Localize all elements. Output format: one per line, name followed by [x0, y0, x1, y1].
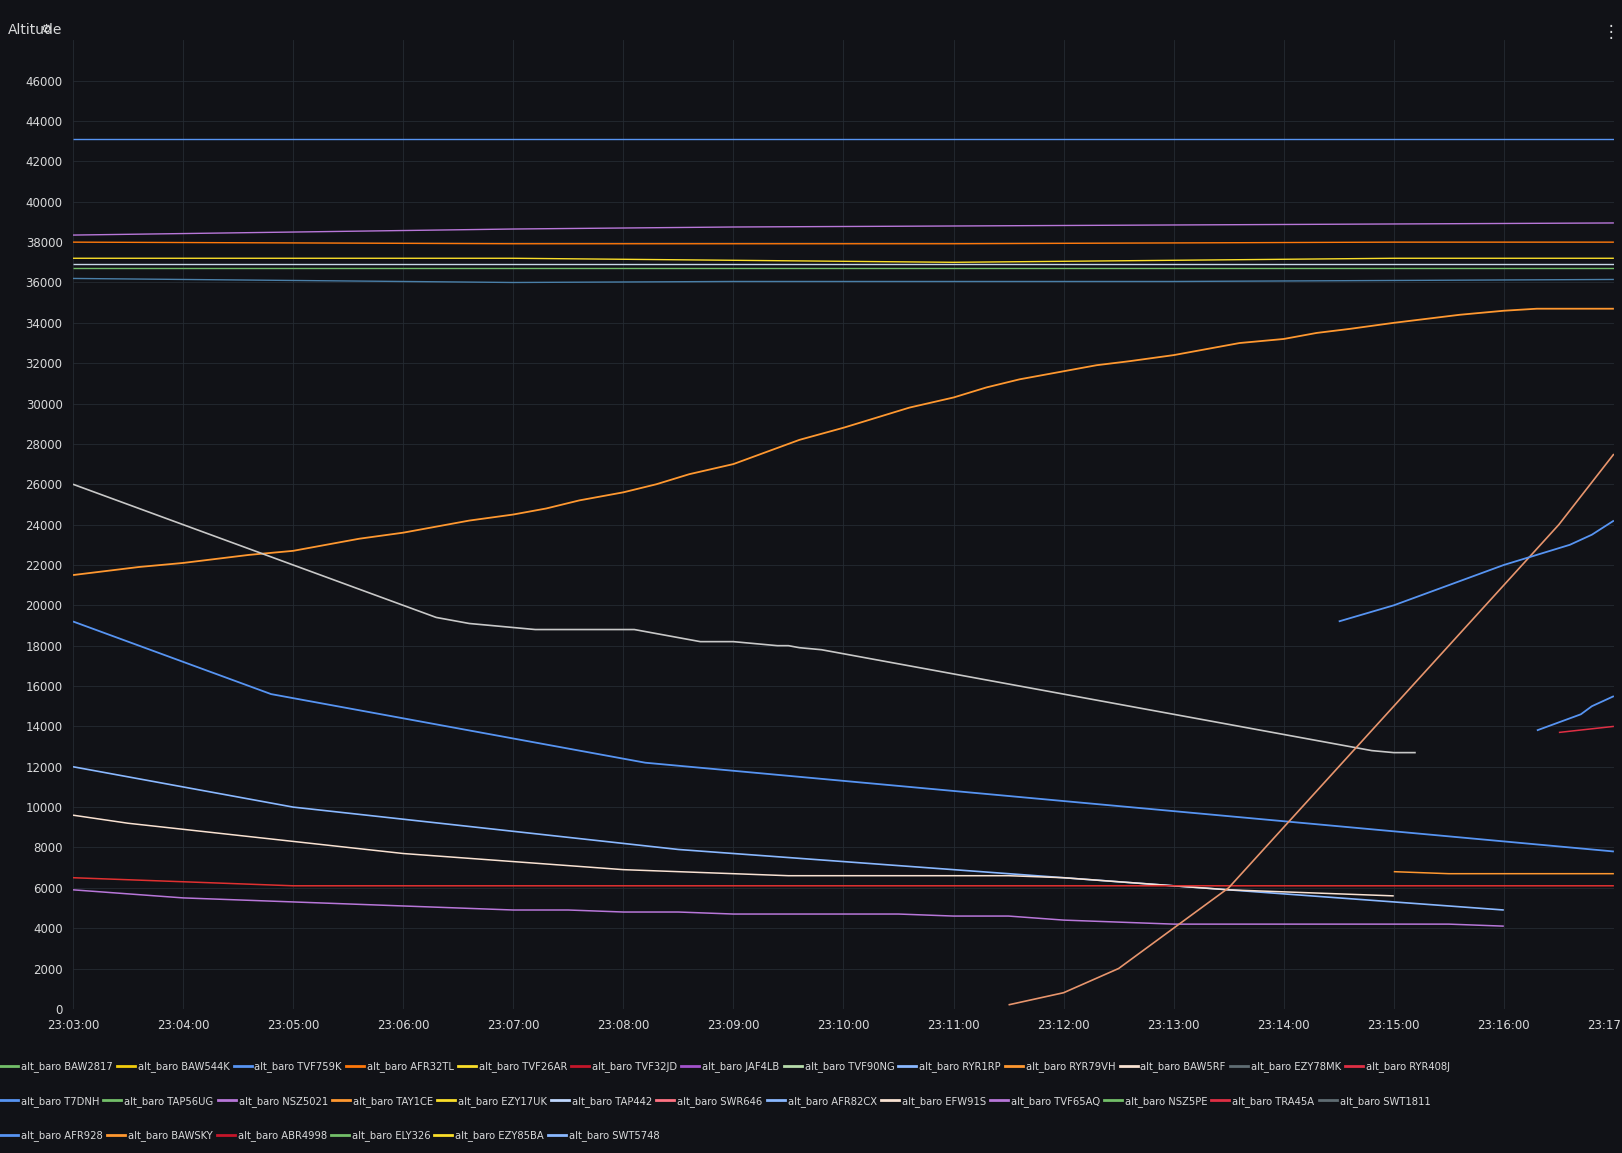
Legend: alt_baro T7DNH, alt_baro TAP56UG, alt_baro NSZ5021, alt_baro TAY1CE, alt_baro EZ: alt_baro T7DNH, alt_baro TAP56UG, alt_ba…: [0, 1097, 1431, 1107]
Legend: alt_baro AFR928, alt_baro BAWSKY, alt_baro ABR4998, alt_baro ELY326, alt_baro EZ: alt_baro AFR928, alt_baro BAWSKY, alt_ba…: [0, 1131, 660, 1141]
Text: Altitude: Altitude: [8, 23, 63, 37]
Text: ⋮: ⋮: [1603, 23, 1619, 42]
Text: ⚙: ⚙: [41, 23, 52, 36]
Legend: alt_baro BAW2817, alt_baro BAW544K, alt_baro TVF759K, alt_baro AFR32TL, alt_baro: alt_baro BAW2817, alt_baro BAW544K, alt_…: [0, 1062, 1450, 1072]
